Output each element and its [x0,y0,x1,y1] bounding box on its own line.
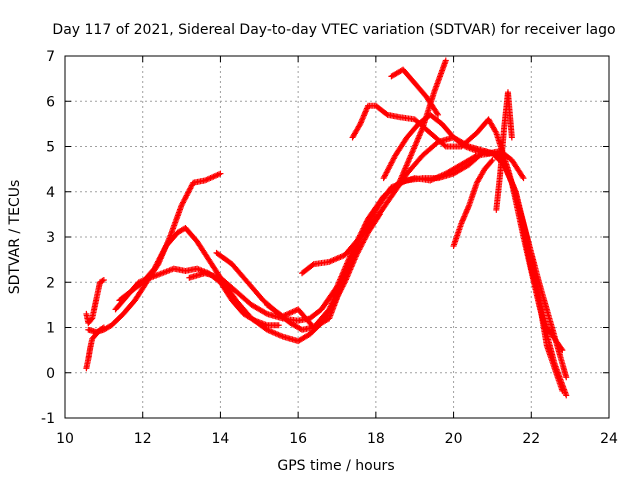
x-tick-label: 22 [522,431,540,447]
y-tick-label: 3 [46,230,55,246]
y-tick-label: 0 [46,366,55,382]
y-tick-label: 7 [46,49,55,65]
data-point [442,57,449,64]
series-track-15 [493,89,515,213]
grid [65,56,609,418]
data-point [309,262,316,269]
data-point [563,392,570,399]
series-track-13 [396,57,449,186]
series-track-8 [264,148,570,399]
plot-area-frame [64,55,610,419]
data-point [519,173,526,180]
data-point [434,110,441,117]
y-tick-label: -1 [41,411,55,427]
x-tick-label: 18 [367,431,385,447]
series-track-7 [213,206,379,333]
series-track-9 [299,134,566,394]
data-point [356,122,363,129]
data-point [441,142,448,149]
x-tick-label: 14 [212,431,230,447]
y-tick-label: 4 [46,185,55,201]
y-axis-label: SDTVAR / TECUs [7,180,23,295]
data-point [262,310,269,317]
y-tick-label: 2 [46,275,55,291]
chart-title: Day 117 of 2021, Sidereal Day-to-day VTE… [52,22,615,38]
y-tick-label: 5 [46,140,55,156]
data-point [435,111,442,118]
data-point [99,277,106,284]
series-track-11 [380,111,527,182]
y-tick-label: 1 [46,321,55,337]
data-point [492,128,499,135]
data-point [520,175,527,182]
x-tick-label: 12 [134,431,152,447]
data-point [88,316,95,323]
data-point [508,134,515,141]
y-tick-label: 6 [46,94,55,110]
data-point [275,322,282,329]
x-tick-label: 20 [445,431,463,447]
data-point [559,387,566,394]
x-axis-label: GPS time / hours [277,458,394,474]
series-track-14 [450,157,496,250]
data-point [489,157,496,164]
data-point [100,276,107,283]
data-points [83,57,570,399]
data-point [383,110,390,117]
x-tick-label: 10 [56,431,74,447]
data-point [563,374,570,381]
data-point [488,158,495,165]
data-point [217,170,224,177]
x-tick-label: 24 [600,431,618,447]
x-tick-label: 16 [289,431,307,447]
series-track-2 [83,276,107,326]
